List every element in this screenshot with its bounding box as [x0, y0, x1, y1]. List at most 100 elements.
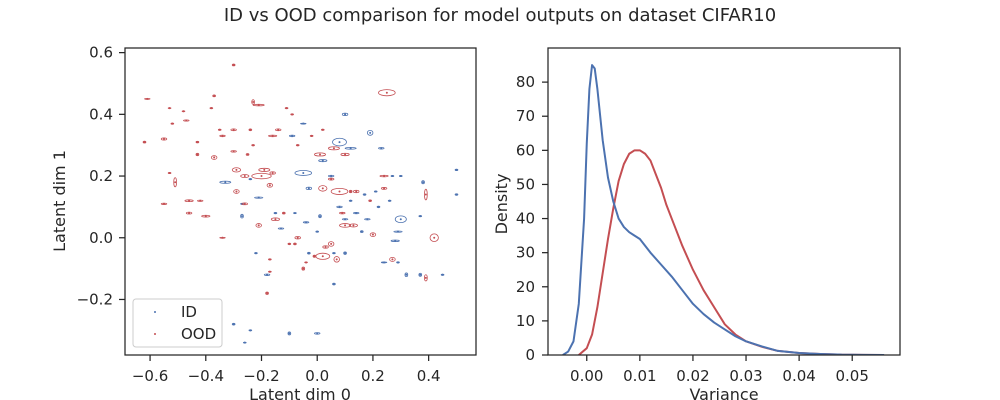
x-tick-label: 0.05: [836, 367, 869, 385]
ood-point: [383, 175, 386, 178]
ood-ellipse: [251, 172, 272, 180]
ood-ellipse: [255, 223, 262, 228]
id-point: [307, 187, 310, 190]
scatter-y-ticks: −0.2 0.0 0.2 0.4 0.6: [77, 44, 125, 308]
y-tick-label: 80: [516, 73, 535, 91]
ood-point: [268, 184, 271, 187]
ood-point: [249, 128, 252, 131]
id-point: [366, 218, 369, 221]
id-point: [249, 178, 252, 181]
ood-point: [232, 63, 235, 66]
x-tick-label: 0.03: [729, 367, 762, 385]
ood-ellipse: [327, 241, 335, 247]
id-ellipse: [219, 180, 232, 184]
id-point: [319, 215, 321, 218]
id-point: [399, 175, 402, 178]
id-point: [455, 168, 458, 171]
id-density-curve: [562, 64, 885, 355]
ood-point: [288, 242, 291, 245]
scatter-marks: [142, 63, 459, 344]
id-point: [307, 252, 310, 255]
id-point: [280, 227, 282, 230]
ood-point: [263, 168, 266, 171]
ood-point: [321, 128, 324, 131]
ood-point: [188, 199, 191, 202]
id-point: [291, 134, 294, 137]
ood-point: [424, 276, 427, 279]
y-tick-label: 70: [516, 107, 535, 125]
ood-point: [349, 190, 352, 193]
y-tick-label: 0: [525, 346, 535, 364]
ood-point: [221, 134, 224, 137]
x-tick-label: 0.04: [782, 367, 815, 385]
x-tick-label: 0.4: [417, 367, 441, 385]
id-point: [316, 332, 319, 335]
y-tick-label: 0.6: [89, 44, 113, 62]
ood-point: [252, 100, 255, 103]
id-point: [441, 273, 444, 276]
id-ellipse: [332, 137, 347, 147]
ood-ellipse: [333, 256, 340, 263]
ood-point: [204, 215, 207, 218]
ood-point: [143, 141, 146, 144]
ood-point: [296, 236, 299, 239]
ood-point: [168, 171, 171, 174]
ood-ellipse: [322, 245, 329, 249]
ood-point: [321, 187, 324, 190]
ood-point: [257, 224, 260, 227]
id-point: [254, 252, 257, 255]
ood-point: [324, 246, 327, 249]
y-tick-label: 20: [516, 278, 535, 296]
ood-point: [338, 190, 341, 193]
ood-point: [174, 181, 177, 184]
ood-point: [371, 233, 374, 236]
y-tick-label: 60: [516, 141, 535, 159]
id-point: [377, 205, 380, 208]
ood-point: [266, 292, 269, 295]
ood-point: [199, 199, 202, 202]
id-point: [305, 221, 308, 224]
density-axes-frame: [547, 47, 901, 356]
id-ellipse: [240, 213, 244, 219]
id-ellipse: [287, 331, 292, 336]
x-tick-label: 0.2: [361, 367, 385, 385]
ood-point: [185, 119, 188, 122]
ood-point: [182, 110, 185, 113]
ood-point: [260, 175, 263, 178]
scatter-x-label: Latent dim 0: [249, 385, 351, 400]
ood-ellipse: [312, 254, 317, 258]
id-point: [288, 332, 291, 335]
ood-ellipse: [378, 89, 396, 97]
ood-ellipse: [389, 256, 396, 262]
ood-ellipse: [233, 189, 240, 194]
id-point: [391, 175, 394, 178]
ood-point: [171, 122, 174, 125]
density-panel: 0.00 0.01 0.02 0.03 0.04 0.05 0 10 20 30 40 50 60 70…: [492, 47, 901, 400]
ood-ellipse: [240, 174, 250, 178]
ood-ellipse: [327, 146, 340, 151]
id-ellipse: [366, 129, 374, 136]
density-y-ticks: 0 10 20 30 40 50 60 70 80: [516, 73, 548, 364]
ood-point: [313, 255, 316, 258]
id-ellipse: [305, 186, 313, 191]
id-point: [360, 230, 363, 233]
id-point: [293, 212, 296, 215]
id-ellipse: [341, 112, 349, 116]
ood-point: [246, 153, 249, 156]
ood-point: [277, 128, 280, 131]
y-tick-label: −0.2: [77, 290, 113, 308]
ood-point: [274, 218, 277, 221]
density-x-label: Variance: [689, 385, 758, 400]
id-point: [380, 147, 383, 150]
ood-point: [282, 212, 285, 215]
ood-ellipse: [231, 167, 242, 173]
x-tick-label: 0.00: [570, 367, 603, 385]
ood-point: [296, 144, 299, 147]
id-ellipse: [418, 272, 423, 277]
ood-ellipse: [348, 189, 353, 194]
id-ellipse: [318, 214, 322, 219]
scatter-panel: −0.6 −0.4 −0.2 0.0 0.2 0.4 −0.2 0.0 0.2 0.4 0.6 L…: [50, 44, 477, 400]
ood-point: [355, 190, 358, 193]
ood-point: [268, 258, 271, 261]
ood-point: [235, 190, 238, 193]
